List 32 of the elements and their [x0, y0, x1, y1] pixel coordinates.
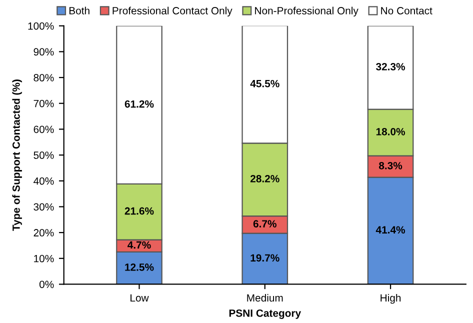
legend-label: Professional Contact Only — [112, 6, 232, 16]
data-label: 6.7% — [253, 220, 276, 228]
y-tick-label: 30% — [34, 203, 54, 211]
y-tick-label: 10% — [34, 254, 54, 262]
y-tick-label: 80% — [34, 74, 54, 82]
legend-label: Both — [69, 6, 90, 14]
data-label: 21.6% — [124, 207, 154, 215]
y-tick-label: 0% — [39, 280, 54, 288]
data-label: 8.3% — [378, 162, 402, 170]
data-label: 12.5% — [125, 264, 154, 271]
data-label: 41.4% — [376, 226, 406, 234]
x-axis-title: PSNI Category — [229, 309, 302, 319]
y-axis-title: Type of Support Contacted (%) — [12, 80, 22, 231]
y-tick-label: 50% — [34, 152, 54, 159]
y-tick-label: 60% — [34, 126, 54, 134]
x-tick-label: Medium — [247, 294, 283, 302]
x-tick-label: High — [380, 294, 401, 304]
data-label: 61.2% — [124, 100, 154, 108]
data-label: 45.5% — [250, 80, 280, 88]
y-tick-label: 20% — [34, 229, 54, 236]
data-label: 28.2% — [250, 175, 280, 182]
data-label: 32.3% — [376, 62, 406, 70]
y-tick-label: 70% — [34, 100, 54, 108]
x-tick-label: Low — [130, 294, 149, 302]
y-tick-label: 100% — [28, 22, 54, 30]
data-label: 19.7% — [250, 254, 280, 262]
y-tick-label: 40% — [34, 177, 54, 185]
data-label: 18.0% — [376, 128, 406, 136]
y-tick-label: 90% — [34, 48, 54, 56]
data-label: 4.7% — [128, 241, 151, 249]
legend-label: Non-Professional Only — [255, 6, 358, 16]
legend-label: No Contact — [381, 7, 432, 14]
